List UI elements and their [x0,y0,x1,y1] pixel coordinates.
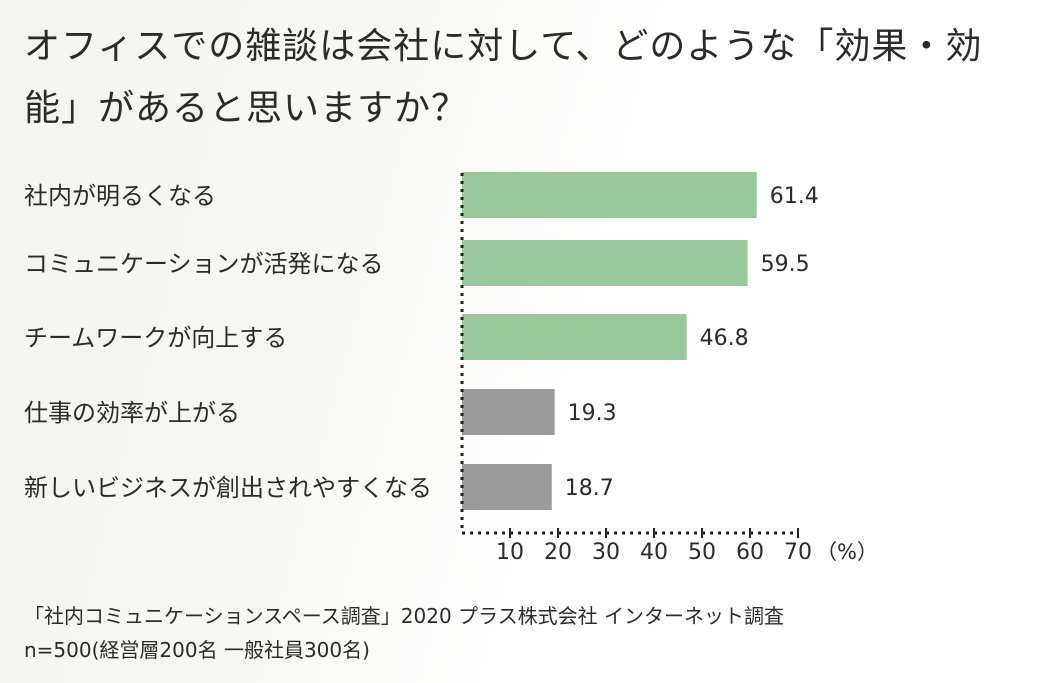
category-labels: 社内が明るくなるコミュニケーションが活発になるチームワークが向上する仕事の効率が… [24,182,432,502]
sample-note: n=500(経営層200名 一般社員300名) [24,638,370,662]
source-note: 「社内コミュニケーションスペース調査」2020 プラス株式会社 インターネット調… [24,604,785,628]
value-label: 18.7 [565,476,614,501]
x-tick-label: 50 [688,540,716,565]
x-tick-label: 20 [544,540,572,565]
x-tick-label: 70 [784,540,812,565]
value-label: 19.3 [568,401,617,426]
value-labels: 61.4 59.5 46.8 19.3 18.7 [565,184,819,501]
bar [462,464,552,510]
bar [462,172,757,218]
bar [462,389,555,435]
category-label: チームワークが向上する [24,324,287,352]
x-tick-label: 30 [592,540,620,565]
bar [462,240,748,286]
category-label: 社内が明るくなる [24,182,216,210]
x-unit-label: （%） [816,540,878,564]
value-label: 61.4 [770,184,819,209]
chart-title: オフィスでの雑談は会社に対して、どのような「効果・効能」があると思いますか？ [24,26,983,129]
bar [462,314,687,360]
category-label: 仕事の効率が上がる [24,399,240,427]
value-label: 46.8 [700,326,749,351]
category-label: コミュニケーションが活発になる [24,250,384,278]
x-tick-label: 40 [640,540,668,565]
category-label: 新しいビジネスが創出されやすくなる [24,474,432,502]
x-tick-label: 10 [496,540,524,565]
x-tick-label: 60 [736,540,764,565]
axes [460,173,799,538]
tick-labels: 10 20 30 40 50 60 70 （%） [496,540,878,565]
bars [462,172,757,510]
value-label: 59.5 [761,252,810,277]
